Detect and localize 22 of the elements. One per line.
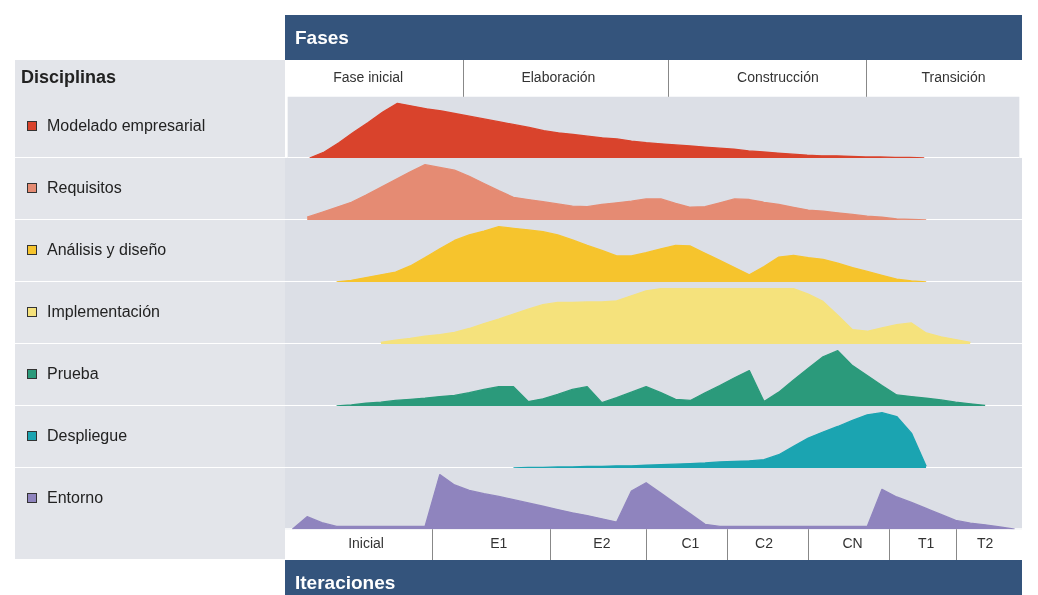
x-tick-label: E2: [593, 535, 611, 552]
x-tick-label: Transición: [921, 69, 986, 86]
legend-label: Modelado empresarial: [47, 117, 206, 135]
x-tick-label: C2: [755, 535, 774, 552]
x-tick-label: E1: [490, 535, 508, 552]
x-tick-label: Fase inicial: [333, 69, 404, 86]
x-tick-label: Inicial: [348, 535, 384, 552]
x-tick-label: Elaboración: [521, 69, 596, 86]
legend-label: Prueba: [47, 365, 99, 383]
x-axis-title: Iteraciones: [285, 560, 1022, 595]
x-tick-label: CN: [842, 535, 863, 552]
legend-label: Requisitos: [47, 179, 122, 197]
x-tick-label: T2: [976, 535, 994, 552]
legend-title: Disciplinas: [21, 67, 117, 88]
x-tick-label: C1: [681, 535, 700, 552]
legend-label: Despliegue: [47, 427, 128, 445]
x-tick-label: Construcción: [737, 69, 819, 86]
x-tick-label: T1: [918, 535, 935, 552]
x-axis-title: Fases: [285, 15, 1022, 60]
legend-label: Implementación: [47, 303, 160, 321]
legend-label: Análisis y diseño: [47, 241, 167, 259]
legend-label: Entorno: [47, 489, 104, 507]
